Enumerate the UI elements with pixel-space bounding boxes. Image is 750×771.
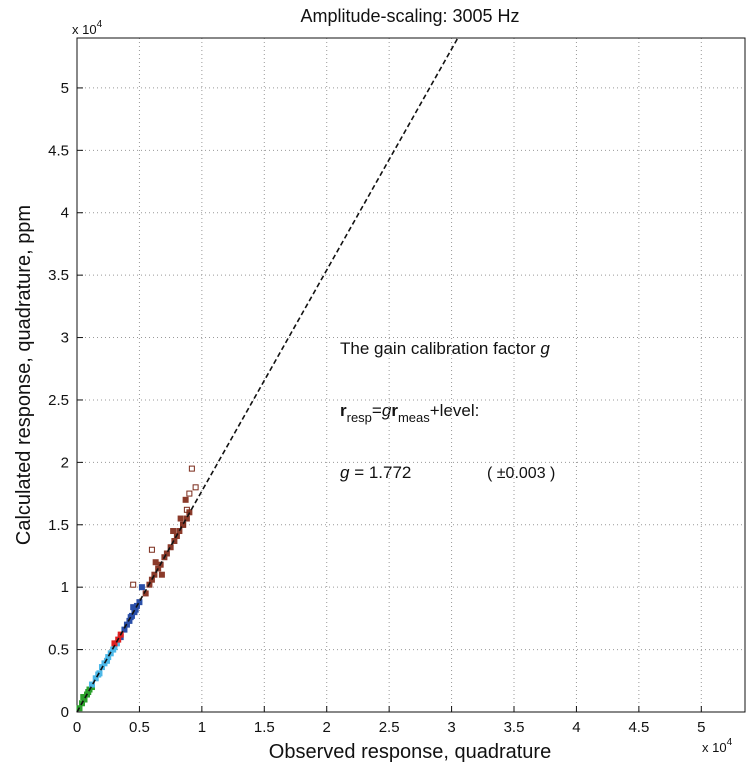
annotation-sub: meas: [398, 410, 430, 425]
point: [152, 559, 159, 566]
point: [167, 544, 174, 551]
annotation-line: rresp=grmeas+level:: [340, 401, 479, 425]
x-multiplier: x 104: [702, 737, 733, 755]
point: [138, 584, 145, 591]
point: [176, 528, 183, 535]
annotation-text: = 1.772: [349, 463, 411, 482]
y-tick-label: 2.5: [48, 392, 69, 409]
annotation-line: The gain calibration factor g: [340, 339, 550, 358]
annotation-sub: resp: [347, 410, 372, 425]
fit-line: [76, 37, 459, 713]
point: [85, 689, 92, 696]
point: [183, 506, 190, 513]
x-tick-label: 2: [323, 719, 331, 736]
y-tick-label: 5: [61, 80, 69, 97]
point: [158, 571, 165, 578]
x-tick-label: 1: [198, 719, 206, 736]
x-tick-label: 1.5: [254, 719, 275, 736]
annotation-symbol: r: [340, 401, 347, 420]
point: [151, 571, 158, 578]
multiplier-base: x 10: [72, 22, 97, 37]
y-tick-label: 1.5: [48, 517, 69, 534]
point: [188, 465, 195, 472]
x-tick-label: 3: [447, 719, 455, 736]
point: [163, 550, 170, 557]
point: [186, 490, 193, 497]
x-tick-label: 0: [73, 719, 81, 736]
y-multiplier: x 104: [72, 19, 103, 37]
point: [136, 599, 143, 606]
multiplier-exp: 4: [97, 19, 103, 30]
x-tick-label: 4: [572, 719, 580, 736]
x-tick-label: 3.5: [504, 719, 525, 736]
annotation-text: +level:: [430, 401, 480, 420]
chart-title: Amplitude-scaling: 3005 Hz: [300, 6, 519, 26]
x-tick-label: 2.5: [379, 719, 400, 736]
y-tick-label: 0.5: [48, 642, 69, 659]
y-axis-label: Calculated response, quadrature, ppm: [13, 205, 35, 545]
point: [103, 657, 110, 664]
y-tick-label: 4: [61, 205, 69, 222]
annotation-var: g: [540, 339, 550, 358]
annotation-var: g: [382, 401, 392, 420]
point: [130, 604, 137, 611]
point: [130, 581, 137, 588]
y-tick-label: 1: [61, 579, 69, 596]
y-tick-label: 3: [61, 330, 69, 347]
annotation-line: g = 1.772: [340, 463, 411, 482]
annotation-text: The gain calibration factor: [340, 339, 540, 358]
annotation-text: =: [372, 401, 382, 420]
x-axis-label: Observed response, quadrature: [269, 741, 551, 763]
point: [192, 484, 199, 491]
point: [148, 546, 155, 553]
y-tick-label: 2: [61, 454, 69, 471]
point: [180, 521, 187, 528]
annotation-symbol: r: [391, 401, 398, 420]
x-tick-label: 5: [697, 719, 705, 736]
annotation-var: g: [340, 463, 350, 482]
x-tick-label: 4.5: [628, 719, 649, 736]
y-tick-label: 3.5: [48, 267, 69, 284]
multiplier-base: x 10: [702, 740, 727, 755]
y-tick-label: 0: [61, 704, 69, 721]
point: [182, 496, 189, 503]
point: [88, 681, 95, 688]
point: [177, 515, 184, 522]
point: [170, 528, 177, 535]
plot-frame: [76, 37, 746, 713]
y-tick-label: 4.5: [48, 142, 69, 159]
annotation-error: ( ±0.003 ): [487, 465, 555, 482]
x-tick-label: 0.5: [129, 719, 150, 736]
multiplier-exp: 4: [727, 737, 733, 748]
